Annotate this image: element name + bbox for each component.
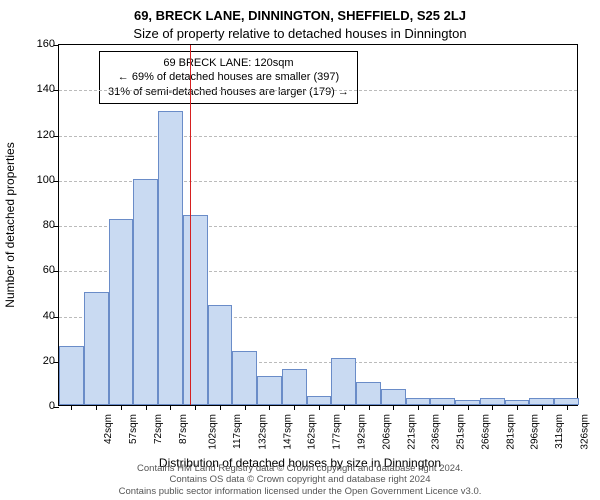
x-tick [195,405,196,410]
reference-line [190,45,191,405]
x-tick [344,405,345,410]
x-tick [517,405,518,410]
y-tick-label: 80 [43,219,55,231]
histogram-bar [84,292,109,405]
annotation-line1: 69 BRECK LANE: 120sqm [108,56,349,70]
x-tick [294,405,295,410]
annotation-box: 69 BRECK LANE: 120sqm ← 69% of detached … [99,51,358,104]
histogram-bar [232,351,257,405]
x-tick-label: 42sqm [103,414,114,444]
footer-line3: Contains public sector information licen… [0,486,600,497]
y-tick-label: 120 [37,129,55,141]
histogram-bar [282,369,307,405]
x-tick-label: 326sqm [579,414,590,450]
x-tick-label: 236sqm [431,414,442,450]
y-tick-label: 0 [49,400,55,412]
x-tick-label: 296sqm [530,414,541,450]
x-tick [418,405,419,410]
x-tick [96,405,97,410]
histogram-bar [356,382,381,405]
annotation-line2: ← 69% of detached houses are smaller (39… [108,70,349,84]
x-tick [468,405,469,410]
histogram-bar [183,215,208,405]
histogram-bar [133,179,158,405]
y-tick-label: 160 [37,38,55,50]
x-tick-label: 72sqm [153,414,164,444]
x-tick [146,405,147,410]
x-tick-label: 57sqm [128,414,139,444]
histogram-bar [529,398,554,405]
x-tick-label: 117sqm [232,414,243,449]
x-tick [319,405,320,410]
footer-line2: Contains OS data © Crown copyright and d… [0,474,600,485]
x-tick [220,405,221,410]
gridline [59,90,577,91]
x-tick-label: 177sqm [332,414,343,450]
chart-title-address: 69, BRECK LANE, DINNINGTON, SHEFFIELD, S… [0,8,600,23]
histogram-bar [406,398,431,405]
x-tick-label: 132sqm [258,414,269,450]
x-tick [170,405,171,410]
plot-area: 69 BRECK LANE: 120sqm ← 69% of detached … [58,44,578,406]
x-tick-label: 147sqm [282,414,293,450]
x-tick [393,405,394,410]
y-tick-label: 60 [43,264,55,276]
y-tick-label: 40 [43,310,55,322]
histogram-bar [59,346,84,405]
footer-line1: Contains HM Land Registry data © Crown c… [0,463,600,474]
x-tick [567,405,568,410]
x-tick-label: 311sqm [554,414,565,449]
footer-attribution: Contains HM Land Registry data © Crown c… [0,463,600,497]
histogram-bar [109,219,134,405]
chart-title-subtitle: Size of property relative to detached ho… [0,26,600,41]
x-tick-label: 281sqm [505,414,516,450]
x-tick [121,405,122,410]
histogram-bar [158,111,183,405]
y-axis-label: Number of detached properties [3,142,17,307]
histogram-bar [331,358,356,406]
x-tick [542,405,543,410]
x-tick-label: 221sqm [406,414,417,450]
x-tick-label: 87sqm [178,414,189,444]
x-tick [71,405,72,410]
y-tick-label: 140 [37,83,55,95]
x-tick-label: 251sqm [456,414,467,450]
y-tick-label: 20 [43,355,55,367]
x-tick-label: 192sqm [357,414,368,450]
histogram-bar [430,398,455,405]
histogram-bar [257,376,282,405]
x-tick-label: 266sqm [480,414,491,450]
x-tick [269,405,270,410]
histogram-bar [554,398,579,405]
x-tick-label: 102sqm [208,414,219,450]
histogram-bar [307,396,332,405]
y-tick-label: 100 [37,174,55,186]
x-tick-label: 206sqm [381,414,392,450]
x-tick [369,405,370,410]
x-tick [443,405,444,410]
x-tick [492,405,493,410]
histogram-bar [208,305,233,405]
x-tick [245,405,246,410]
histogram-bar [381,389,406,405]
gridline [59,136,577,137]
histogram-bar [480,398,505,405]
annotation-line3: 31% of semi-detached houses are larger (… [108,85,349,99]
x-tick-label: 162sqm [307,414,318,450]
